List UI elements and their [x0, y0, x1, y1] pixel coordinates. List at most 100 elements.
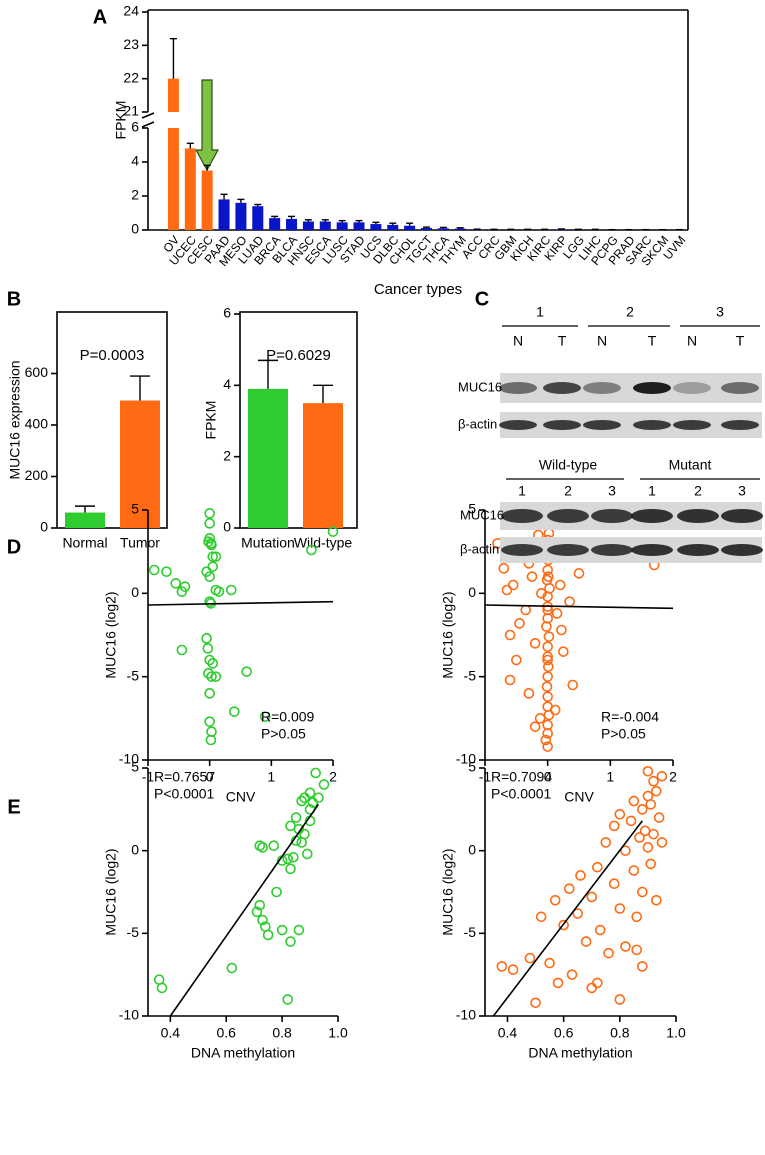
point: [542, 571, 554, 582]
y-tick-label: 2: [131, 187, 139, 203]
bar: [167, 78, 179, 112]
lane-label: 2: [694, 483, 702, 499]
x-tick-label: 0.4: [161, 1025, 181, 1041]
point: [293, 924, 305, 936]
row-label: β-actin: [460, 541, 499, 556]
bar: [184, 148, 196, 230]
point: [205, 734, 217, 746]
point: [594, 924, 606, 936]
blot-band: [633, 382, 671, 394]
blot-band: [721, 382, 759, 394]
blot-band: [633, 420, 671, 430]
point: [254, 899, 266, 911]
bar: [555, 229, 567, 230]
point: [296, 795, 307, 807]
bar: [421, 227, 432, 230]
y-axis-title: MUC16 (log2): [103, 848, 119, 935]
point: [554, 579, 566, 591]
y-tick-label: -10: [119, 751, 139, 767]
point: [204, 654, 215, 666]
point: [204, 518, 215, 529]
blot-band: [547, 544, 589, 556]
lane-label: T: [736, 333, 745, 349]
point: [213, 586, 225, 597]
point: [520, 604, 532, 616]
point: [645, 799, 657, 810]
x-tick-label: Normal: [62, 535, 107, 551]
point: [592, 977, 603, 989]
point: [523, 688, 535, 699]
point: [642, 766, 654, 777]
point: [206, 539, 217, 551]
point: [651, 894, 662, 906]
point: [262, 929, 274, 941]
point: [543, 709, 555, 721]
point: [542, 741, 553, 752]
point: [542, 728, 553, 739]
y-tick-label: 5: [131, 759, 139, 775]
point: [542, 591, 553, 602]
point: [580, 936, 592, 947]
point: [285, 936, 296, 947]
point: [573, 568, 585, 579]
bar: [269, 218, 281, 230]
point: [558, 919, 569, 931]
point: [504, 674, 516, 686]
lane-label: T: [558, 333, 567, 349]
point: [285, 863, 296, 875]
point: [498, 563, 510, 574]
plot-frame: [239, 311, 358, 529]
plot-frame: [56, 311, 168, 529]
bar: [252, 206, 264, 230]
x-axis-title: CNV: [226, 789, 256, 805]
y-tick-label: -10: [456, 751, 476, 767]
bar: [248, 388, 288, 528]
y-axis-title: MUC16 (log2): [103, 591, 119, 678]
lane-label: 2: [564, 483, 572, 499]
point: [648, 828, 659, 840]
point: [530, 997, 541, 1009]
x-tick-label: 0.6: [217, 1025, 237, 1041]
point: [251, 906, 263, 918]
point: [543, 631, 555, 642]
blot-band: [677, 544, 719, 556]
point: [542, 671, 553, 682]
lane-label: N: [597, 333, 607, 349]
point: [608, 820, 620, 832]
point: [634, 832, 645, 843]
y-tick-label: 21: [123, 103, 139, 119]
point: [653, 812, 665, 823]
point: [636, 804, 648, 815]
chart-title: P=0.6029: [266, 347, 331, 364]
y-axis-title: MUC16 expression: [7, 360, 23, 479]
blot-band: [501, 544, 543, 556]
blot-band: [631, 509, 673, 523]
point: [514, 618, 525, 629]
point: [179, 581, 191, 592]
panel-label: A: [93, 6, 107, 28]
fit-line: [147, 600, 334, 606]
x-tick-label: 1: [606, 769, 614, 785]
y-tick-label: 400: [25, 416, 49, 432]
lane-label: N: [687, 333, 697, 349]
panel-label: D: [7, 536, 21, 558]
y-tick-label: -10: [456, 1007, 476, 1023]
x-tick-label: Wild-type: [294, 535, 353, 551]
point: [306, 544, 317, 556]
x-tick-label: Mutation: [241, 535, 295, 551]
point: [544, 583, 555, 594]
panel-label: E: [7, 796, 20, 818]
point: [504, 629, 516, 641]
point: [259, 711, 271, 722]
y-axis-title: MUC16 (log2): [440, 591, 456, 678]
fit-line: [492, 820, 643, 1017]
point: [567, 679, 579, 691]
point: [327, 526, 339, 537]
point: [620, 941, 631, 952]
point: [625, 815, 637, 827]
bar: [437, 228, 449, 230]
point: [529, 638, 541, 649]
arrow: [194, 79, 220, 172]
y-tick-label: 0: [131, 221, 139, 237]
